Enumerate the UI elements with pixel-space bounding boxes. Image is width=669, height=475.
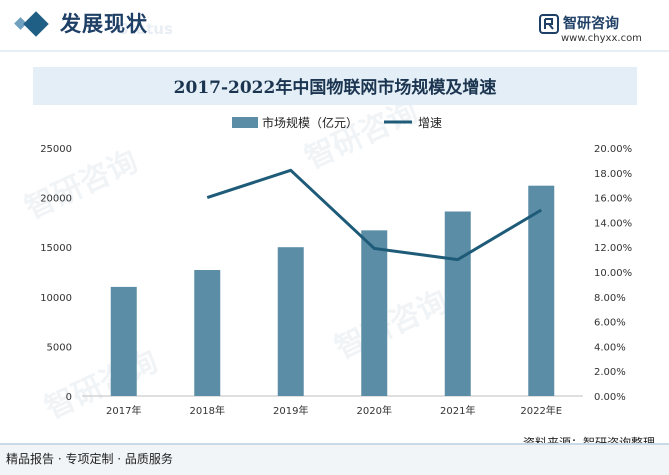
brand-name: 智研咨询	[563, 16, 619, 32]
header: Status 发展现状 智研咨询 www.chyxx.com	[0, 0, 669, 52]
header-divider	[0, 50, 669, 52]
y-tick-label-left: 15000	[40, 243, 72, 254]
bar	[110, 286, 137, 396]
y-tick-label-left: 25000	[40, 144, 72, 155]
y-tick-label-right: 6.00%	[594, 318, 626, 329]
legend-swatch-bar	[232, 117, 258, 128]
bar	[444, 211, 471, 396]
footer	[0, 445, 669, 475]
y-tick-label-right: 10.00%	[594, 268, 632, 279]
y-tick-label-left: 20000	[40, 194, 72, 205]
chart-bars	[110, 185, 555, 396]
y-tick-label-right: 12.00%	[594, 243, 632, 254]
bar	[194, 270, 221, 396]
x-tick-label: 2022年E	[520, 404, 562, 417]
bar	[277, 247, 304, 396]
chart: 市场规模（亿元） 增速 0 5000 10000 15000 20000 25000 0.0…	[40, 115, 632, 417]
chart-axes: 0 5000 10000 15000 20000 25000 0.00% 2.00% 4.00%…	[40, 144, 632, 417]
footer-slogan: 精品报告 · 专项定制 · 品质服务	[6, 452, 173, 466]
brand-url: www.chyxx.com	[561, 33, 642, 44]
brand-logo-icon	[539, 14, 559, 34]
y-tick-label-right: 0.00%	[594, 392, 626, 403]
y-tick-label-right: 8.00%	[594, 293, 626, 304]
chart-title: 2017-2022年中国物联网市场规模及增速	[173, 78, 497, 98]
legend-label-bar: 市场规模（亿元）	[262, 115, 358, 130]
y-tick-label-right: 2.00%	[594, 367, 626, 378]
growth-line	[206, 168, 543, 262]
x-tick-label: 2017年	[106, 404, 141, 417]
page-title: 发展现状	[60, 12, 148, 36]
y-tick-label-right: 20.00%	[594, 144, 632, 155]
brand: 智研咨询 www.chyxx.com	[539, 12, 649, 48]
y-tick-label-right: 16.00%	[594, 194, 632, 205]
header-ghost-text: Status	[118, 20, 173, 38]
footer-divider	[0, 443, 669, 445]
y-tick-label-right: 4.00%	[594, 342, 626, 353]
chart-title-bar	[33, 67, 637, 105]
y-tick-label-right: 18.00%	[594, 169, 632, 180]
x-tick-label: 2018年	[190, 404, 225, 417]
legend-label-line: 增速	[418, 116, 442, 130]
y-tick-label-right: 14.00%	[594, 218, 632, 229]
y-tick-label-left: 10000	[40, 293, 72, 304]
bar	[361, 230, 388, 396]
x-tick-label: 2021年	[440, 404, 475, 417]
bar	[528, 185, 555, 396]
x-tick-label: 2020年	[357, 404, 392, 417]
x-tick-label: 2019年	[273, 404, 308, 417]
chart-legend: 市场规模（亿元） 增速	[232, 115, 442, 130]
chart-line	[206, 168, 543, 262]
y-tick-label-left: 5000	[47, 342, 72, 353]
y-tick-label-left: 0	[66, 392, 72, 403]
